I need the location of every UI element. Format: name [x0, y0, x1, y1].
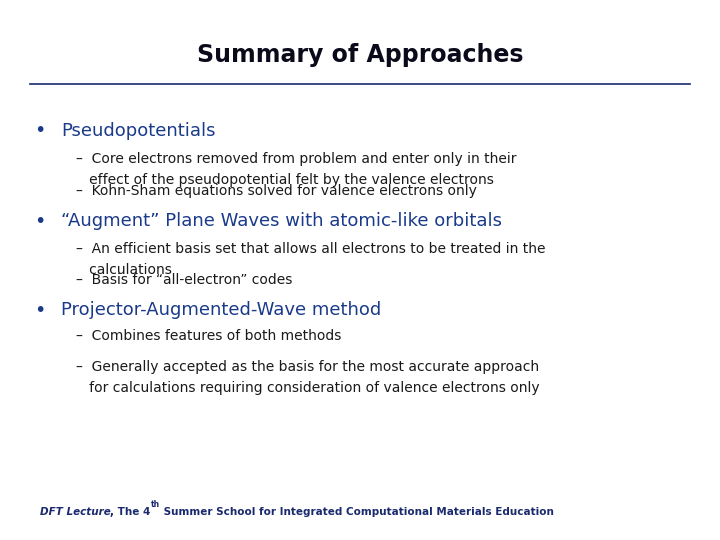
- Text: for calculations requiring consideration of valence electrons only: for calculations requiring consideration…: [76, 381, 539, 395]
- Text: –  Core electrons removed from problem and enter only in their: – Core electrons removed from problem an…: [76, 152, 516, 166]
- Text: Summary of Approaches: Summary of Approaches: [197, 43, 523, 67]
- Text: , The 4: , The 4: [110, 507, 150, 517]
- Text: •: •: [35, 301, 46, 320]
- Text: •: •: [35, 212, 46, 231]
- Text: Projector-Augmented-Wave method: Projector-Augmented-Wave method: [61, 301, 382, 319]
- Text: DFT Lecture: DFT Lecture: [40, 507, 110, 517]
- Text: –  Combines features of both methods: – Combines features of both methods: [76, 329, 341, 343]
- Text: effect of the pseudopotential felt by the valence electrons: effect of the pseudopotential felt by th…: [76, 173, 493, 187]
- Text: –  An efficient basis set that allows all electrons to be treated in the: – An efficient basis set that allows all…: [76, 242, 545, 256]
- Text: “Augment” Plane Waves with atomic-like orbitals: “Augment” Plane Waves with atomic-like o…: [61, 212, 503, 230]
- Text: –  Kohn-Sham equations solved for valence electrons only: – Kohn-Sham equations solved for valence…: [76, 184, 477, 198]
- Text: –  Generally accepted as the basis for the most accurate approach: – Generally accepted as the basis for th…: [76, 360, 539, 374]
- Text: Pseudopotentials: Pseudopotentials: [61, 122, 216, 139]
- Text: –  Basis for “all-electron” codes: – Basis for “all-electron” codes: [76, 273, 292, 287]
- Text: calculations: calculations: [76, 263, 171, 277]
- Text: •: •: [35, 122, 46, 140]
- Text: th: th: [150, 500, 160, 509]
- Text: Summer School for Integrated Computational Materials Education: Summer School for Integrated Computation…: [160, 507, 554, 517]
